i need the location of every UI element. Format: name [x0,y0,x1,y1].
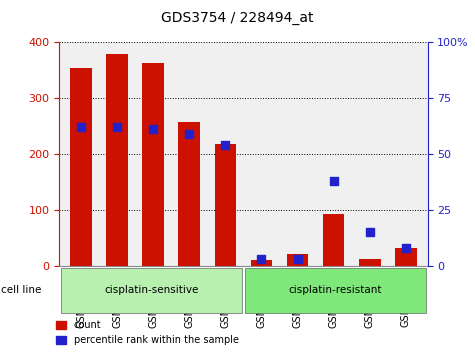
Bar [359,259,380,266]
Bar [251,260,272,266]
Bar [70,68,92,266]
Text: cisplatin-resistant: cisplatin-resistant [289,285,382,295]
Bar [106,54,128,266]
Point [257,256,265,262]
FancyBboxPatch shape [61,268,242,313]
Bar [215,144,236,266]
FancyBboxPatch shape [245,268,426,313]
Point [150,127,157,132]
Point [77,124,85,130]
Bar [395,248,417,266]
Bar [179,122,200,266]
Point [114,124,121,130]
Point [222,142,229,148]
Point [186,131,193,137]
Legend: count, percentile rank within the sample: count, percentile rank within the sample [52,316,243,349]
Point [330,178,337,184]
Bar [323,214,344,266]
Bar [287,255,308,266]
Text: cell line: cell line [0,285,41,295]
Text: cisplatin-sensitive: cisplatin-sensitive [104,285,199,295]
Point [402,245,409,251]
Text: GDS3754 / 228494_at: GDS3754 / 228494_at [161,11,314,25]
Point [294,256,301,262]
Bar [142,63,164,266]
Point [366,229,373,235]
